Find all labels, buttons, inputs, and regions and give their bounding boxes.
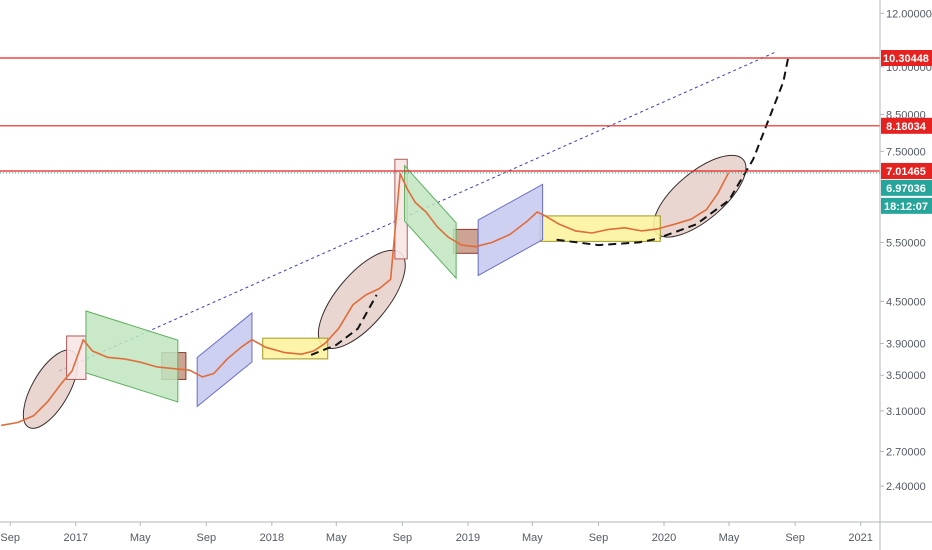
price-tick-label: 12.00000	[886, 8, 932, 20]
time-tick-label: 2021	[848, 532, 872, 544]
price-level-lines	[0, 57, 880, 174]
price-line-badge: 8.18034	[886, 121, 927, 133]
time-tick-label: Sep	[393, 532, 413, 544]
price-tick-label: 2.70000	[886, 446, 926, 458]
parallel-channel-1	[196, 311, 253, 408]
rectangle-zone-4	[452, 228, 479, 254]
price-tick-label: 2.40000	[886, 481, 926, 493]
price-series	[0, 172, 730, 427]
drawing-tools-layer	[22, 52, 790, 429]
current-price-badge: 6.97036	[886, 183, 926, 195]
base-curve-2019	[556, 237, 661, 247]
price-tick-label: 3.90000	[886, 338, 926, 350]
time-tick-label: 2018	[260, 532, 284, 544]
time-tick-label: 2017	[64, 532, 88, 544]
bar-countdown-badge: 18:12:07	[884, 201, 928, 213]
current-price-badge-bg	[881, 179, 932, 196]
price-tick-label: 4.50000	[886, 296, 926, 308]
time-tick-label: May	[130, 532, 151, 544]
time-tick-label: May	[522, 532, 543, 544]
cup-curve-2018	[310, 294, 378, 356]
bar-countdown-badge-bg	[881, 197, 932, 214]
price-line-badge: 7.01465	[886, 166, 926, 178]
time-tick-label: Sep	[589, 532, 609, 544]
price-line-badge: 10.30448	[883, 53, 929, 65]
time-tick-label: May	[326, 532, 347, 544]
parabolic-curve	[663, 55, 790, 238]
time-tick-label: May	[719, 532, 740, 544]
price-line-badge-bg	[881, 50, 932, 67]
time-tick-label: Sep	[0, 532, 20, 544]
price-tick-label: 3.50000	[886, 370, 926, 382]
price-tick-label: 3.10000	[886, 406, 926, 418]
price-line	[0, 172, 730, 427]
price-axis-labels[interactable]: 12.0000010.000008.500007.500005.500004.5…	[880, 8, 932, 493]
parallel-channel-0	[85, 310, 179, 403]
time-axis-labels[interactable]: Sep 2017 May Sep 2018 May Sep 2019 May Sep 2020 May…	[0, 522, 873, 544]
price-line-badge-bg	[881, 117, 932, 134]
time-tick-label: 2019	[456, 532, 480, 544]
price-tick-label: 7.50000	[886, 146, 926, 158]
time-tick-label: Sep	[197, 532, 217, 544]
time-tick-label: Sep	[785, 532, 805, 544]
parallel-channel-3	[477, 183, 544, 277]
parallel-channel-2	[404, 164, 457, 280]
time-tick-label: 2020	[652, 532, 676, 544]
price-line-badge-bg	[881, 162, 932, 179]
price-tick-label: 5.50000	[886, 237, 926, 249]
price-axis-badges: 10.30448 8.18034 7.01465 6.97036 18:12:07	[881, 50, 932, 214]
rectangle-zone-5	[539, 215, 661, 242]
